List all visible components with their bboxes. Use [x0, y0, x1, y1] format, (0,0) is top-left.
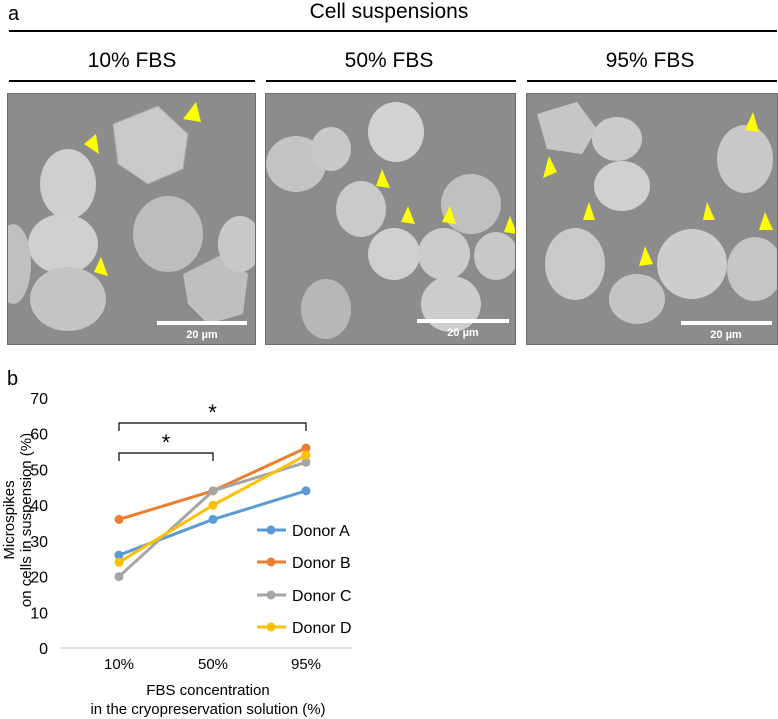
x-tick-label: 10% [104, 656, 134, 673]
x-axis-title-line2: in the cryopreservation solution (%) [90, 701, 325, 718]
sem-image-95-fbs [526, 93, 778, 345]
condition-rule-50 [266, 80, 516, 82]
y-tick-label: 50 [30, 462, 48, 479]
significance-star: * [208, 400, 217, 425]
legend-swatch-marker [266, 525, 276, 535]
data-point [114, 557, 124, 567]
scale-bar-95 [681, 321, 772, 325]
data-point [208, 514, 218, 524]
legend-label: Donor B [292, 555, 351, 572]
sem-image-10-fbs [7, 93, 256, 345]
y-tick-label: 0 [39, 641, 48, 658]
y-tick-label: 30 [30, 534, 48, 551]
condition-label-10: 10% FBS [87, 49, 177, 72]
data-point [114, 550, 124, 560]
data-point [301, 486, 311, 496]
legend-label: Donor C [292, 588, 352, 605]
scale-label-50: 20 µm [447, 327, 479, 339]
data-point [114, 514, 124, 524]
panel-a-letter: a [8, 3, 20, 25]
significance-bracket [118, 452, 214, 461]
x-axis-title-line1: FBS concentration [146, 682, 269, 699]
data-point [208, 500, 218, 510]
data-point [208, 486, 218, 496]
condition-rule-10 [9, 80, 255, 82]
y-tick-label: 70 [30, 391, 48, 408]
arrowhead-marker [183, 102, 201, 122]
condition-label-50: 50% FBS [344, 49, 434, 72]
y-tick-label: 60 [30, 427, 48, 444]
y-tick-label: 20 [30, 570, 48, 587]
condition-rule-95 [527, 80, 777, 82]
x-tick-label: 50% [198, 656, 228, 673]
data-point [301, 450, 311, 460]
sem-image-50-fbs [265, 93, 516, 345]
panel-b-letter: b [7, 368, 19, 390]
y-tick-label: 40 [30, 498, 48, 515]
significance-star: * [162, 430, 171, 455]
y-axis-title-line2: on cells in suspension (%) [18, 433, 35, 607]
scale-label-10: 20 µm [186, 329, 218, 341]
legend-swatch-marker [266, 557, 276, 567]
legend-swatch-marker [266, 590, 276, 600]
x-tick-label: 95% [291, 656, 321, 673]
y-axis-title-line1: Microspikes [1, 480, 18, 559]
line-chart: 0 10 20 30 40 50 60 70 10% 50% 95% FBS concentratio… [1, 391, 352, 718]
legend-label: Donor A [292, 523, 350, 540]
y-tick-label: 10 [30, 605, 48, 622]
legend-label: Donor D [292, 620, 352, 637]
title-rule [9, 30, 777, 32]
condition-label-95: 95% FBS [605, 49, 695, 72]
significance-bracket [118, 422, 307, 431]
panel-a-title: Cell suspensions [309, 0, 469, 23]
scale-bar-10 [157, 321, 247, 325]
scale-bar-50 [417, 319, 509, 323]
legend-swatch-marker [266, 622, 276, 632]
data-point [301, 443, 311, 453]
data-point [114, 572, 124, 582]
data-point [301, 457, 311, 467]
scale-label-95: 20 µm [710, 329, 742, 341]
